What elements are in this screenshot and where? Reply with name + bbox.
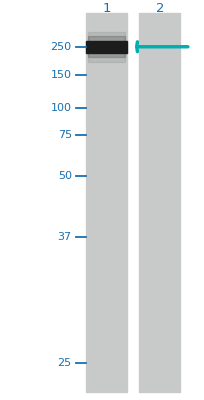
Text: 75: 75	[57, 130, 71, 140]
Bar	[88, 36, 124, 58]
Bar	[86, 13, 126, 392]
Bar	[88, 32, 124, 62]
Text: 25: 25	[57, 358, 71, 368]
Text: 37: 37	[57, 232, 71, 242]
Text: 250: 250	[50, 42, 71, 52]
Text: 50: 50	[58, 171, 71, 181]
Text: 100: 100	[51, 103, 71, 113]
Bar	[139, 13, 180, 392]
Text: 150: 150	[51, 70, 71, 80]
Bar	[86, 41, 126, 53]
Text: 1: 1	[102, 2, 110, 15]
Text: 2: 2	[155, 2, 163, 15]
